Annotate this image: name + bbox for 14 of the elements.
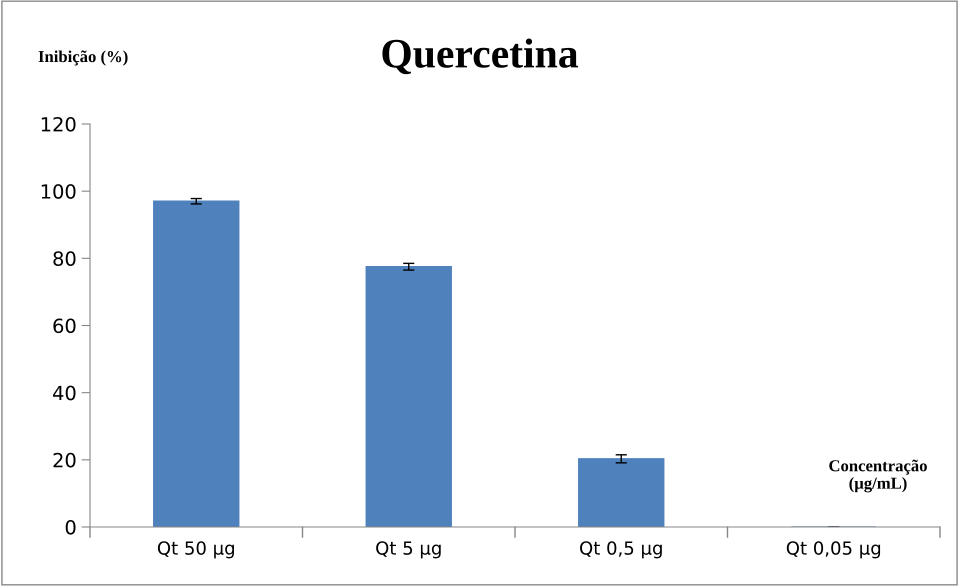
x-tick-label: Qt 0,05 µg	[786, 541, 880, 558]
chart-title: Quercetina	[382, 38, 578, 74]
y-tick-label: 60	[53, 318, 76, 334]
x-tick-label: Qt 0,5 µg	[580, 541, 662, 558]
y-tick-label: 0	[66, 520, 76, 535]
y-axis-title: Inibição (%)	[38, 50, 128, 66]
x-tick-label: Qt 5 µg	[376, 541, 441, 558]
y-tick-label: 20	[53, 452, 76, 468]
y-tick-label: 40	[53, 386, 76, 400]
y-tick-label: 100	[42, 184, 76, 199]
annotation: Concentração (µg/mL)	[829, 460, 927, 492]
y-tick-label: 80	[53, 251, 76, 266]
x-tick-label: Qt 50 µg	[158, 541, 234, 558]
y-tick-label: 120	[42, 116, 76, 132]
